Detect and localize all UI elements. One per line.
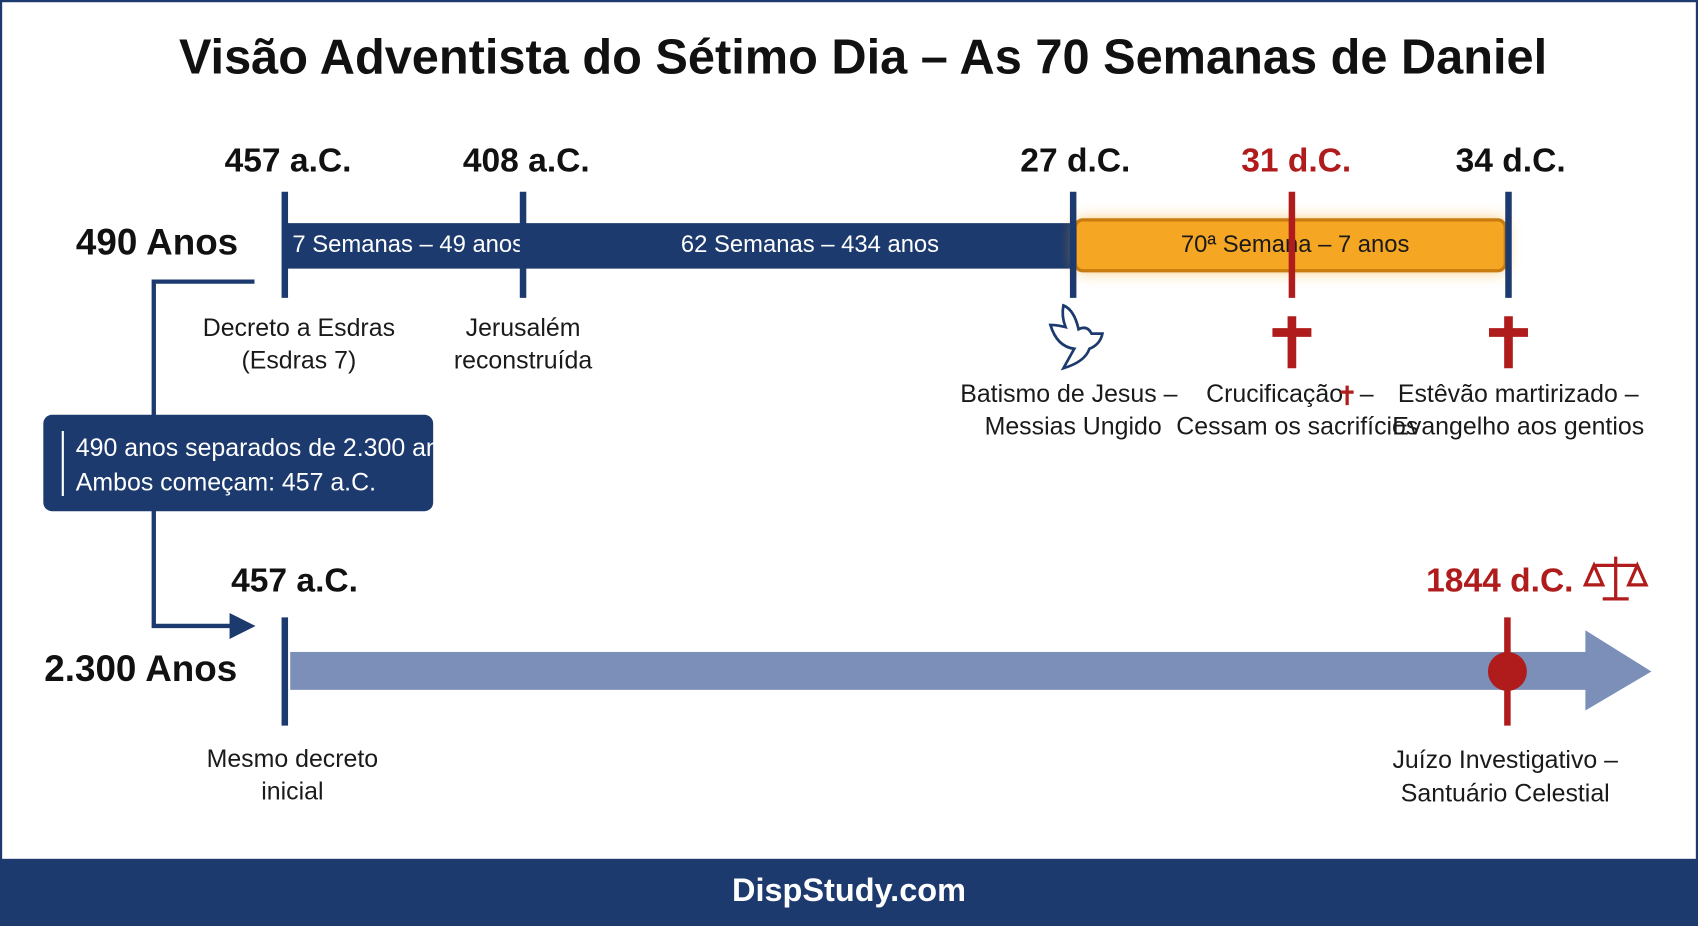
event-label: Messias Ungido	[985, 412, 1162, 440]
note-text: 490 anos separados de 2.300 anos	[76, 434, 466, 462]
footer-text: DispStudy.com	[732, 872, 966, 908]
date-label: 457 a.C.	[225, 142, 352, 179]
event-label: Evangelho aos gentios	[1392, 412, 1644, 440]
date-label: 27 d.C.	[1020, 142, 1130, 179]
event-label: Crucificação	[1206, 380, 1343, 408]
event-label: Batismo de Jesus –	[960, 380, 1177, 408]
date-label: 408 a.C.	[463, 142, 590, 179]
timeline-label: 490 Anos	[76, 222, 238, 263]
dove-icon	[1048, 303, 1105, 371]
cross-icon	[1340, 385, 1354, 406]
date-label: 31 d.C.	[1241, 142, 1351, 179]
footer-band	[0, 858, 1698, 926]
date-label: 34 d.C.	[1456, 142, 1566, 179]
timeline-label: 2.300 Anos	[44, 648, 237, 689]
title: Visão Adventista do Sétimo Dia – As 70 S…	[179, 31, 1547, 85]
date-label: 1844 d.C.	[1426, 563, 1573, 600]
segment-label: 62 Semanas – 434 anos	[681, 231, 939, 258]
event-label: inicial	[261, 777, 323, 805]
segment-label: 70ª Semana – 7 anos	[1181, 231, 1410, 258]
event-label: Santuário Celestial	[1401, 779, 1610, 807]
event-dot	[1487, 651, 1527, 691]
cross-icon	[1488, 316, 1528, 369]
event-label: Estêvão martirizado –	[1398, 380, 1639, 408]
event-label: Juízo Investigativo –	[1392, 746, 1618, 774]
event-label: (Esdras 7)	[241, 346, 356, 374]
cross-icon	[1272, 316, 1312, 369]
event-label: Jerusalém	[466, 314, 581, 342]
connector-arrow	[229, 612, 256, 639]
timeline-arrow-body	[290, 651, 1588, 690]
event-label: Cessam os sacrifícios	[1176, 412, 1418, 440]
timeline-bar	[284, 223, 1076, 269]
event-label: Mesmo decreto	[207, 745, 379, 773]
note-box	[43, 414, 434, 512]
scales-icon	[1582, 556, 1649, 601]
note-text: Ambos começam: 457 a.C.	[76, 469, 376, 497]
date-label: 457 a.C.	[231, 563, 358, 600]
event-label: reconstruída	[454, 346, 593, 374]
event-label: Decreto a Esdras	[203, 314, 395, 342]
timeline-arrow-head	[1585, 630, 1652, 711]
event-label: –	[1360, 380, 1374, 408]
segment-label: 7 Semanas – 49 anos	[292, 231, 524, 258]
